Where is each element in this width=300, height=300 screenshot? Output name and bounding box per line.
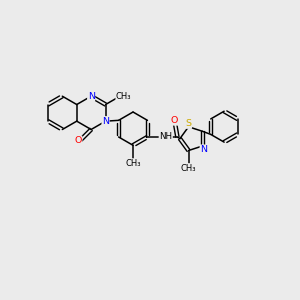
Text: N: N [88,92,94,101]
Text: S: S [185,119,191,128]
Text: N: N [102,117,109,126]
Text: O: O [74,136,82,145]
Text: CH₃: CH₃ [181,164,196,172]
Text: N: N [200,145,207,154]
Text: O: O [171,116,178,125]
Text: CH₃: CH₃ [125,159,141,168]
Text: CH₃: CH₃ [116,92,131,100]
Text: NH: NH [159,133,172,142]
